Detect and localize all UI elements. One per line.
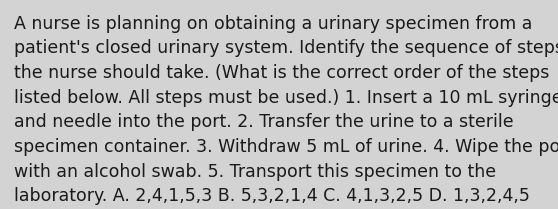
Text: patient's closed urinary system. Identify the sequence of steps: patient's closed urinary system. Identif…: [14, 39, 558, 57]
Text: specimen container. 3. Withdraw 5 mL of urine. 4. Wipe the port: specimen container. 3. Withdraw 5 mL of …: [14, 138, 558, 156]
Text: listed below. All steps must be used.) 1. Insert a 10 mL syringe: listed below. All steps must be used.) 1…: [14, 89, 558, 107]
Text: with an alcohol swab. 5. Transport this specimen to the: with an alcohol swab. 5. Transport this …: [14, 163, 496, 181]
Text: the nurse should take. (What is the correct order of the steps: the nurse should take. (What is the corr…: [14, 64, 549, 82]
Text: laboratory. A. 2,4,1,5,3 B. 5,3,2,1,4 C. 4,1,3,2,5 D. 1,3,2,4,5: laboratory. A. 2,4,1,5,3 B. 5,3,2,1,4 C.…: [14, 187, 530, 205]
Text: A nurse is planning on obtaining a urinary specimen from a: A nurse is planning on obtaining a urina…: [14, 15, 532, 33]
Text: and needle into the port. 2. Transfer the urine to a sterile: and needle into the port. 2. Transfer th…: [14, 113, 513, 131]
